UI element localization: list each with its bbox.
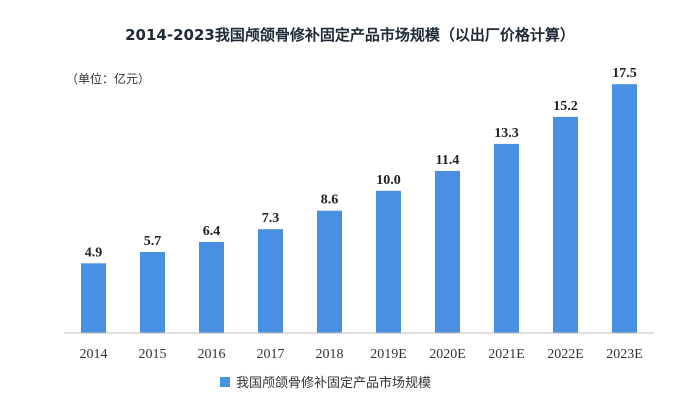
category-label-2021E: 2021E [488,347,525,362]
category-label-2018: 2018 [316,347,344,362]
unit-label: （单位：亿元） [66,71,150,86]
value-label-2015: 5.7 [144,234,162,249]
category-label-2022E: 2022E [547,347,584,362]
bars-group: 4.9 5.7 6.4 7.3 8.6 10.0 11.4 13.3 15.2 17.5 [81,66,637,334]
category-label-2023E: 2023E [606,347,643,362]
category-label-2014: 2014 [80,347,108,362]
bar-2014 [81,263,106,333]
value-label-2022E: 15.2 [553,99,578,114]
legend-swatch [220,377,230,387]
value-label-2017: 7.3 [262,211,280,226]
category-label-2017: 2017 [257,347,285,362]
bar-2017 [258,229,283,333]
value-label-2019E: 10.0 [376,173,401,188]
bar-2023E [612,84,637,333]
bar-2015 [140,252,165,333]
category-label-2019E: 2019E [370,347,407,362]
category-label-2015: 2015 [139,347,167,362]
bar-2018 [317,210,342,333]
category-label-2016: 2016 [198,347,226,362]
legend-label: 我国颅颌骨修补固定产品市场规模 [236,375,431,391]
bar-2019E [376,190,401,333]
value-label-2014: 4.9 [85,245,103,260]
bar-2022E [553,116,578,334]
value-label-2018: 8.6 [321,193,339,208]
bar-2021E [494,143,519,333]
value-label-2016: 6.4 [203,224,221,239]
category-labels: 2014 2015 2016 2017 2018 2019E 2020E 2021E 2022E… [80,347,643,362]
value-label-2020E: 11.4 [436,153,460,168]
bar-2020E [435,170,460,333]
category-label-2020E: 2020E [429,347,466,362]
value-label-2021E: 13.3 [494,126,519,141]
value-label-2023E: 17.5 [612,66,637,81]
chart-title: 2014-2023我国颅颌骨修补固定产品市场规模（以出厂价格计算） [125,26,575,44]
bar-2016 [199,242,224,333]
